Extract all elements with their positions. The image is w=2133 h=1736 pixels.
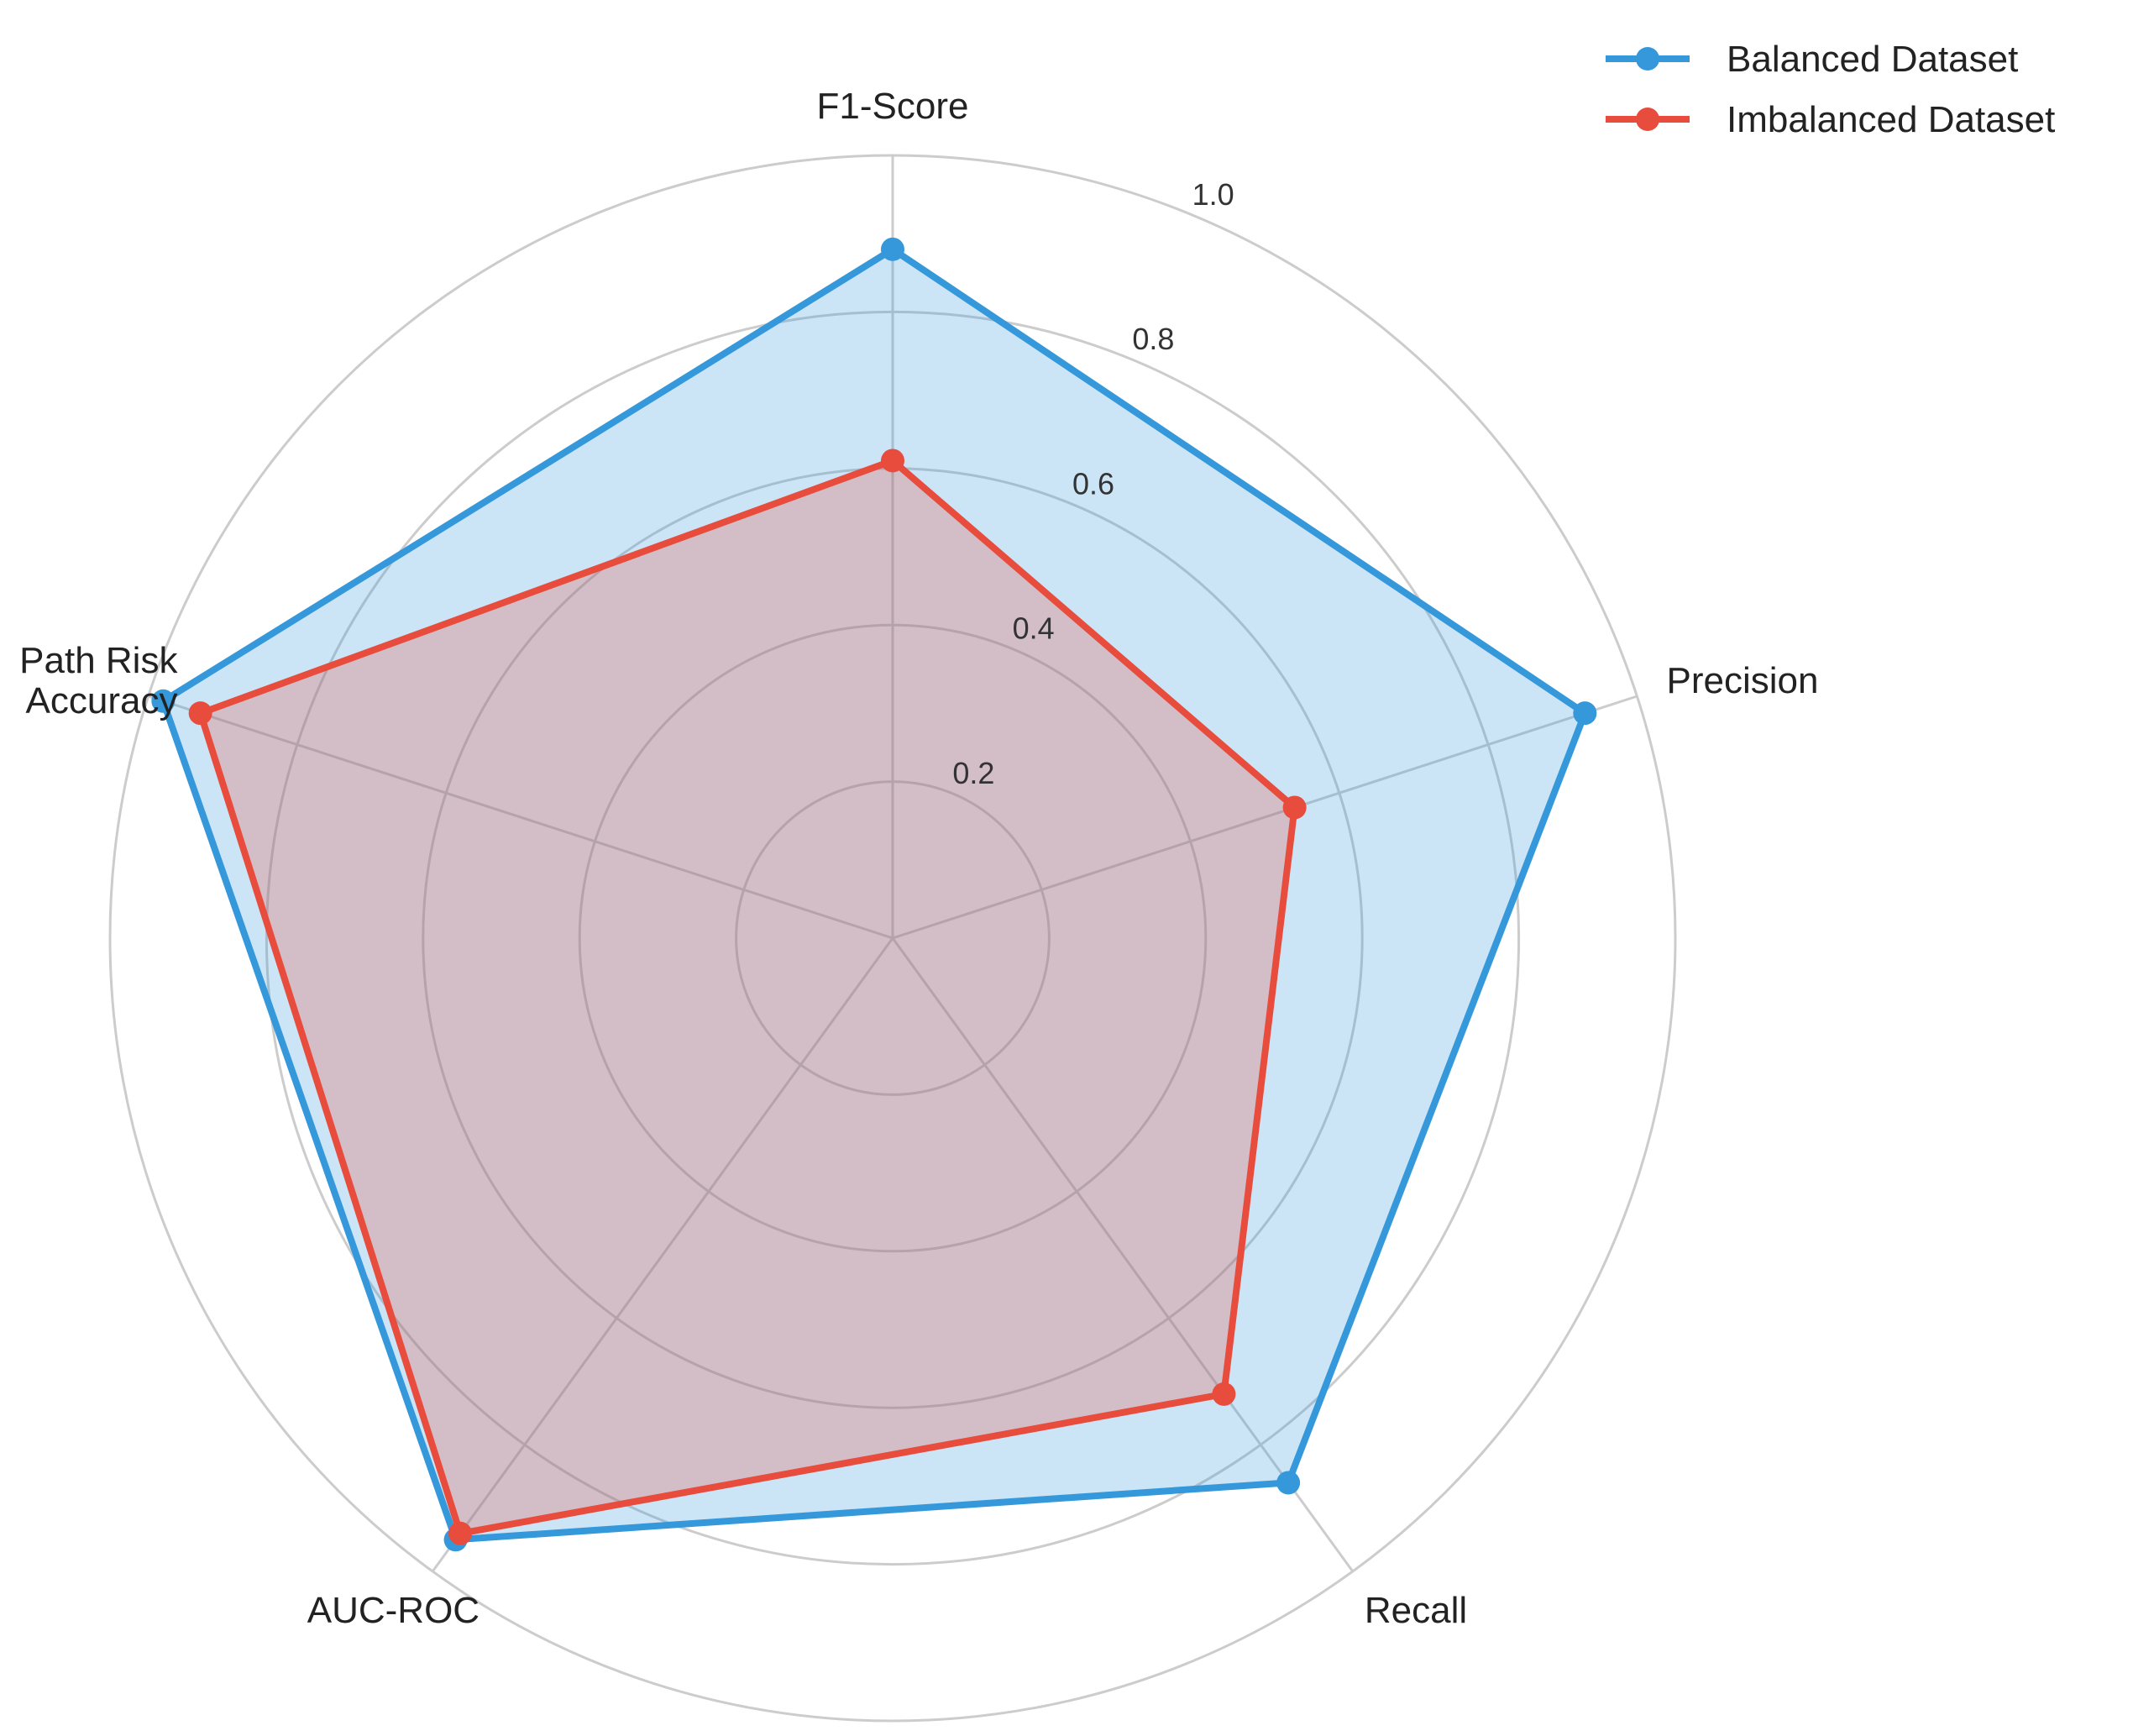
data-point [1276,1471,1301,1495]
series-line [197,457,1298,1537]
series-area [200,460,1295,1534]
radial-tick-label: 0.4 [1013,611,1055,646]
legend-marker [1636,108,1659,131]
category-label: AUC-ROC [307,1590,480,1631]
axis-spoke [431,937,894,1572]
data-point [151,689,176,713]
legend-item: Imbalanced Dataset [1606,99,2055,140]
data-point [881,237,904,261]
legend: Balanced Dataset Imbalanced Dataset [1606,39,2055,140]
radial-tick-label: 0.8 [1132,322,1174,356]
category-label: Recall [1365,1590,1467,1631]
radial-tick-label: 1.0 [1192,177,1234,212]
series-0 [151,237,1597,1552]
radial-tick-label: 0.6 [1072,466,1114,501]
category-label: Path Risk Accuracy [19,640,178,721]
axis-spoke [892,695,1638,940]
data-point [448,1521,473,1545]
series-1 [188,448,1307,1545]
radial-tick-label: 0.2 [952,756,994,790]
axis-spoke [891,937,1355,1572]
category-label: Precision [1667,660,1819,701]
data-point [881,448,904,473]
category-labels: F1-Score Precision Recall AUC-ROC Path Risk A… [19,86,1818,1631]
legend-item: Balanced Dataset [1606,39,2018,80]
series-layer [151,237,1597,1552]
category-label: F1-Score [817,86,969,127]
legend-marker [1636,47,1659,71]
data-point [1212,1382,1236,1406]
series-line [160,245,1589,1544]
axis-spoke [148,695,894,940]
grid [108,154,1677,1723]
data-point [188,701,212,726]
series-area [163,249,1585,1540]
legend-label: Imbalanced Dataset [1727,99,2055,140]
data-point [1282,795,1307,820]
data-point [1573,701,1597,726]
radial-tick-labels: 0.2 0.4 0.6 0.8 1.0 [952,177,1234,790]
legend-label: Balanced Dataset [1727,39,2018,80]
